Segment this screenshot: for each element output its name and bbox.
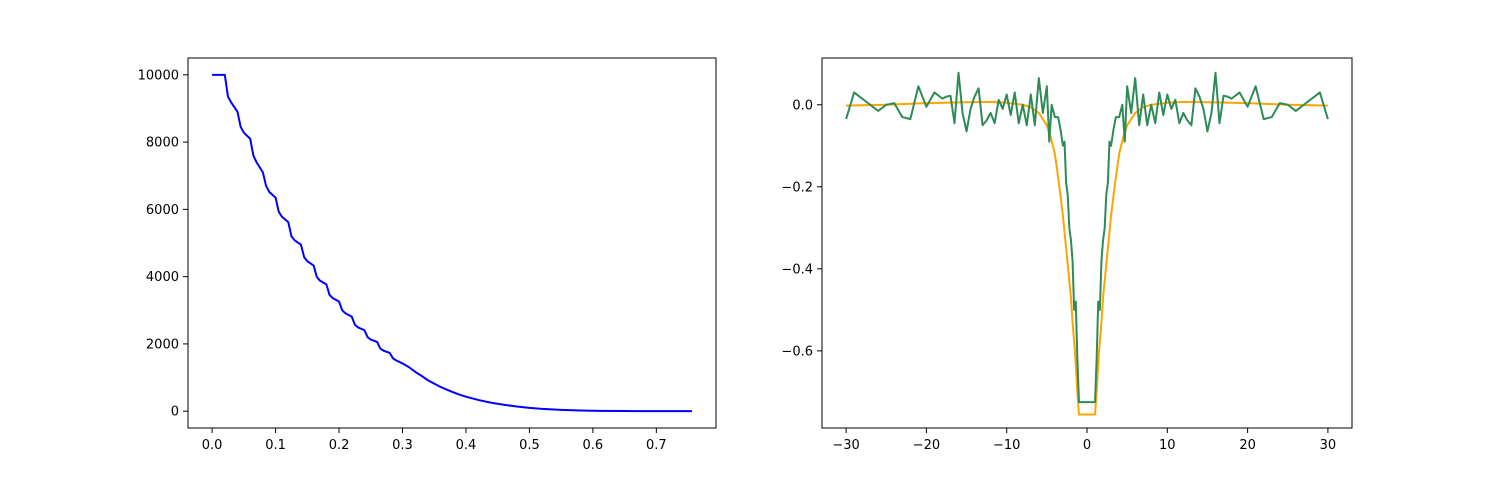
series-line-0 [212,73,692,413]
axes-frame [187,57,717,429]
y-tick-label: −0.6 [781,344,813,359]
x-tick-label: 0.3 [392,438,413,453]
x-tick-label: 0 [1083,438,1091,453]
series-line-1 [845,71,1329,404]
series-line-0 [846,100,1328,416]
y-tick-label: 0.0 [792,98,813,113]
x-tick-label: 0.5 [519,438,540,453]
x-tick-label: 10 [1159,438,1176,453]
y-tick-label: 8000 [146,136,179,151]
y-tick-label: 10000 [138,68,179,83]
x-tick-label: 0.7 [646,438,667,453]
y-tick-label: −0.4 [781,262,813,277]
x-tick-label: 30 [1320,438,1337,453]
x-tick-label: 0.1 [265,438,286,453]
right-axes: −30 −20 −10 0 10 20 30 0.0 −0.2 −0.4 −0.6 [781,57,1353,453]
x-tick-label: 0.2 [329,438,350,453]
axes-frame [821,57,1353,429]
x-tick-label: −10 [993,438,1020,453]
y-tick-label: 0 [171,405,179,420]
x-tick-label: 0.6 [583,438,604,453]
x-tick-label: −30 [832,438,859,453]
x-tick-label: 0.0 [202,438,223,453]
left-axes: 0.0 0.1 0.2 0.3 0.4 0.5 0.6 0.7 0 2000 4000 6000 800… [138,57,717,453]
x-tick-label: −20 [913,438,940,453]
x-tick-label: 20 [1239,438,1256,453]
y-tick-label: −0.2 [781,180,813,195]
y-tick-label: 2000 [146,337,179,352]
y-tick-label: 6000 [146,203,179,218]
x-tick-label: 0.4 [456,438,477,453]
y-tick-label: 4000 [146,270,179,285]
